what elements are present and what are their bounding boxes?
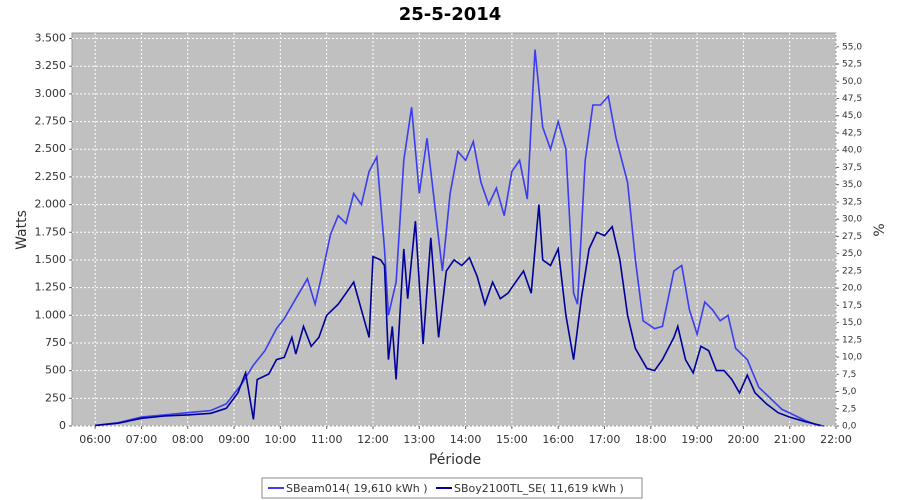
- series-line: [95, 204, 821, 427]
- y-tick-label: 2.250: [35, 170, 67, 183]
- x-axis-label: Période: [429, 452, 481, 468]
- x-tick-label: 12:00: [357, 433, 389, 446]
- y2-tick-label: 45,0: [842, 111, 862, 121]
- x-tick-label: 21:00: [774, 433, 806, 446]
- y2-tick-label: 0,0: [842, 422, 857, 432]
- y-tick-label: 1.000: [35, 308, 67, 321]
- y2-tick-label: 50,0: [842, 77, 862, 87]
- y2-tick-label: 12,5: [842, 335, 862, 345]
- y2-tick-label: 30,0: [842, 215, 862, 225]
- y2-tick-label: 7,5: [842, 370, 856, 380]
- y-axis-label: Watts: [14, 210, 30, 250]
- x-tick-label: 13:00: [403, 433, 435, 446]
- y2-tick-label: 10,0: [842, 353, 862, 363]
- y-tick-label: 250: [45, 391, 66, 404]
- y-tick-label: 1.250: [35, 281, 67, 294]
- x-tick-label: 22:00: [820, 433, 852, 446]
- x-tick-label: 08:00: [172, 433, 204, 446]
- x-tick-label: 11:00: [311, 433, 343, 446]
- y2-tick-label: 32,5: [842, 197, 862, 207]
- x-tick-label: 14:00: [450, 433, 482, 446]
- y2-tick-label: 55,0: [842, 42, 862, 52]
- y2-tick-label: 35,0: [842, 180, 862, 190]
- y2-tick-label: 47,5: [842, 94, 862, 104]
- y2-tick-label: 37,5: [842, 163, 862, 173]
- x-tick-label: 15:00: [496, 433, 528, 446]
- y-tick-label: 2.000: [35, 198, 67, 211]
- series-line: [95, 49, 825, 427]
- y2-axis-label: %: [872, 223, 888, 236]
- legend-label: SBoy2100TL_SE( 11,619 kWh ): [454, 482, 624, 495]
- x-tick-label: 10:00: [265, 433, 297, 446]
- y2-tick-label: 42,5: [842, 128, 862, 138]
- x-tick-label: 06:00: [79, 433, 111, 446]
- y-tick-label: 1.500: [35, 253, 67, 266]
- y-tick-label: 3.250: [35, 59, 67, 72]
- y2-tick-label: 15,0: [842, 318, 862, 328]
- y-tick-label: 2.750: [35, 115, 67, 128]
- plot-area: [71, 32, 837, 427]
- x-tick-label: 16:00: [542, 433, 574, 446]
- x-tick-label: 07:00: [126, 433, 158, 446]
- x-tick-label: 09:00: [218, 433, 250, 446]
- y-tick-label: 500: [45, 364, 66, 377]
- y2-tick-label: 17,5: [842, 301, 862, 311]
- chart-title: 25-5-2014: [399, 4, 502, 25]
- y-tick-label: 3.500: [35, 32, 67, 45]
- legend-label: SBeam014( 19,610 kWh ): [286, 482, 428, 495]
- y-tick-label: 2.500: [35, 142, 67, 155]
- y-tick-label: 1.750: [35, 225, 67, 238]
- y2-tick-label: 5,0: [842, 387, 857, 397]
- y-tick-label: 750: [45, 336, 66, 349]
- y-tick-label: 0: [59, 419, 66, 432]
- x-tick-label: 17:00: [589, 433, 621, 446]
- y2-tick-label: 27,5: [842, 232, 862, 242]
- x-tick-label: 20:00: [728, 433, 760, 446]
- y2-tick-label: 25,0: [842, 249, 862, 259]
- y-tick-label: 3.000: [35, 87, 67, 100]
- x-tick-label: 18:00: [635, 433, 667, 446]
- y2-tick-label: 40,0: [842, 146, 862, 156]
- y2-tick-label: 52,5: [842, 60, 862, 70]
- y2-tick-label: 22,5: [842, 266, 862, 276]
- x-tick-label: 19:00: [681, 433, 713, 446]
- y2-tick-label: 20,0: [842, 284, 862, 294]
- y2-tick-label: 2,5: [842, 404, 856, 414]
